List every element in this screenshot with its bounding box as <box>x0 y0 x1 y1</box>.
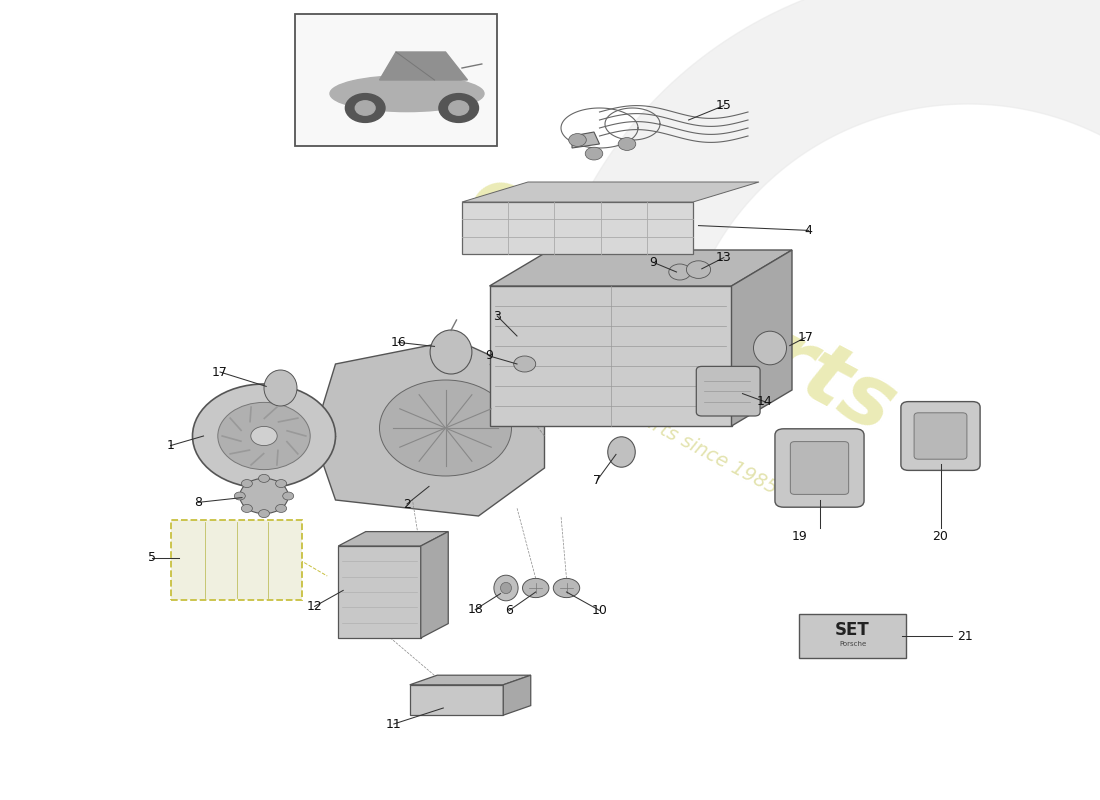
Text: 19: 19 <box>792 530 807 542</box>
Ellipse shape <box>430 330 472 374</box>
Polygon shape <box>409 685 503 715</box>
Text: 14: 14 <box>757 395 772 408</box>
Circle shape <box>686 261 711 278</box>
Circle shape <box>258 510 270 518</box>
FancyBboxPatch shape <box>799 614 906 658</box>
Text: 12: 12 <box>307 600 322 613</box>
Circle shape <box>355 101 375 115</box>
Polygon shape <box>732 250 792 426</box>
Polygon shape <box>462 182 759 202</box>
Text: 4: 4 <box>804 224 813 237</box>
Text: 7: 7 <box>593 474 602 486</box>
Text: 15: 15 <box>716 99 732 112</box>
Circle shape <box>251 426 277 446</box>
Circle shape <box>439 94 478 122</box>
Ellipse shape <box>754 331 786 365</box>
Polygon shape <box>490 250 792 286</box>
Circle shape <box>345 94 385 122</box>
FancyBboxPatch shape <box>790 442 849 494</box>
Ellipse shape <box>494 575 518 601</box>
Polygon shape <box>314 340 544 516</box>
Text: 13: 13 <box>716 251 732 264</box>
Text: a parts info for parts since 1985: a parts info for parts since 1985 <box>495 334 781 498</box>
Circle shape <box>276 505 287 513</box>
Text: 9: 9 <box>649 256 658 269</box>
Ellipse shape <box>264 370 297 406</box>
Circle shape <box>618 138 636 150</box>
Polygon shape <box>420 531 449 638</box>
Text: 11: 11 <box>386 718 402 730</box>
Circle shape <box>276 479 287 487</box>
Circle shape <box>234 492 245 500</box>
Ellipse shape <box>379 380 512 476</box>
Polygon shape <box>409 675 530 685</box>
Text: Porsche: Porsche <box>839 641 866 647</box>
Text: 10: 10 <box>592 604 607 617</box>
Text: 16: 16 <box>390 336 406 349</box>
Text: 21: 21 <box>957 630 972 642</box>
Polygon shape <box>339 531 449 546</box>
Circle shape <box>449 101 469 115</box>
Polygon shape <box>586 0 1100 721</box>
Polygon shape <box>490 286 732 426</box>
Polygon shape <box>462 202 693 254</box>
Text: 2: 2 <box>403 498 411 510</box>
Text: 18: 18 <box>468 603 483 616</box>
Polygon shape <box>339 546 420 638</box>
Circle shape <box>241 505 252 513</box>
Polygon shape <box>503 675 530 715</box>
Ellipse shape <box>500 582 512 594</box>
FancyBboxPatch shape <box>774 429 865 507</box>
Text: 20: 20 <box>933 530 948 542</box>
Text: 17: 17 <box>798 331 813 344</box>
Text: 17: 17 <box>212 366 228 378</box>
Text: euroParts: euroParts <box>454 157 910 451</box>
Circle shape <box>669 264 691 280</box>
FancyBboxPatch shape <box>914 413 967 459</box>
Text: 6: 6 <box>505 604 514 617</box>
Text: 8: 8 <box>194 496 202 509</box>
Circle shape <box>553 578 580 598</box>
Text: 1: 1 <box>166 439 175 452</box>
Polygon shape <box>379 52 467 80</box>
Circle shape <box>585 147 603 160</box>
FancyBboxPatch shape <box>172 520 301 600</box>
Circle shape <box>522 578 549 598</box>
Circle shape <box>283 492 294 500</box>
Text: 3: 3 <box>493 310 502 322</box>
Circle shape <box>240 478 288 514</box>
Ellipse shape <box>330 76 484 112</box>
Circle shape <box>218 402 310 470</box>
Polygon shape <box>572 132 600 148</box>
Circle shape <box>258 474 270 482</box>
Circle shape <box>241 479 252 487</box>
FancyBboxPatch shape <box>295 14 497 146</box>
FancyBboxPatch shape <box>901 402 980 470</box>
Ellipse shape <box>607 437 635 467</box>
Text: SET: SET <box>835 622 870 639</box>
Text: 9: 9 <box>485 350 494 362</box>
Circle shape <box>192 384 336 488</box>
FancyBboxPatch shape <box>696 366 760 416</box>
Circle shape <box>569 134 586 146</box>
Circle shape <box>514 356 536 372</box>
Text: 5: 5 <box>147 551 156 564</box>
